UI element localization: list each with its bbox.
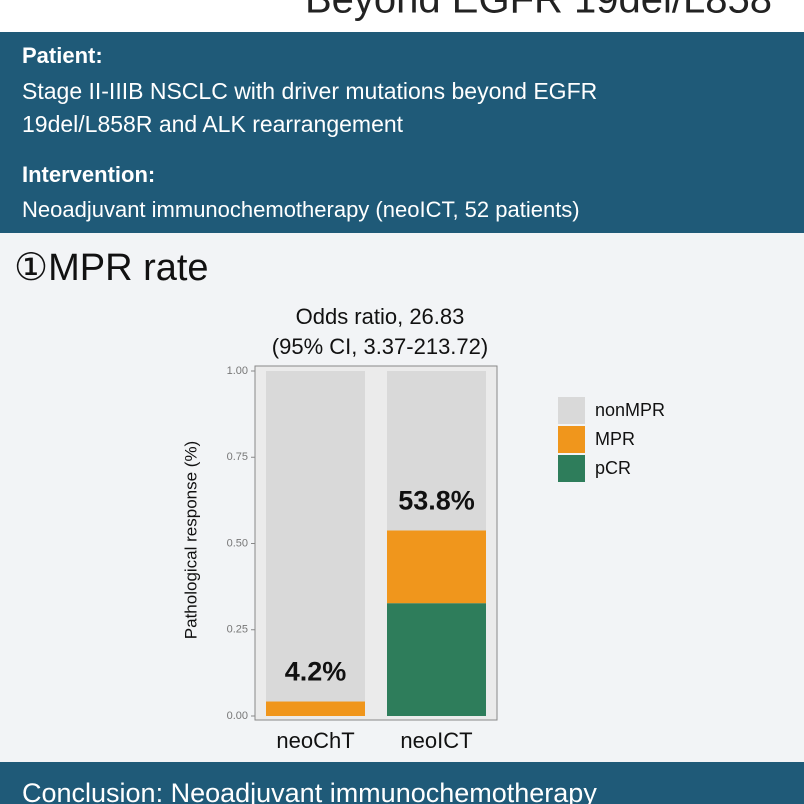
y-tick-label: 0.75	[227, 451, 248, 463]
legend-swatch	[558, 426, 585, 453]
y-tick-label: 0.00	[227, 710, 248, 722]
data-label: 4.2%	[285, 657, 347, 687]
bar-segment	[387, 530, 486, 604]
legend-label: MPR	[595, 429, 635, 449]
conclusion-band	[0, 762, 804, 804]
chart-title: (95% CI, 3.37-213.72)	[272, 334, 488, 359]
x-tick-label: neoICT	[400, 728, 472, 753]
conclusion: Conclusion: Neoadjuvant immunochemothera…	[22, 778, 597, 804]
patient-line: Stage II-IIIB NSCLC with driver mutation…	[22, 78, 597, 104]
x-tick-label: neoChT	[276, 728, 354, 753]
bar-segment	[266, 371, 365, 702]
patient-label: Patient:	[22, 43, 103, 68]
section-title: ①MPR rate	[14, 247, 209, 289]
bar-segment	[266, 701, 365, 716]
legend-label: pCR	[595, 458, 631, 478]
y-tick-label: 0.25	[227, 624, 248, 636]
y-tick-label: 1.00	[227, 365, 248, 377]
intervention-label: Intervention:	[22, 162, 155, 187]
info-box	[0, 32, 804, 233]
legend-swatch	[558, 455, 585, 482]
legend-swatch	[558, 397, 585, 424]
bar-segment	[387, 371, 486, 531]
slide-title: Beyond EGFR 19del/L858	[305, 0, 772, 22]
legend-label: nonMPR	[595, 400, 665, 420]
y-axis-label: Pathological response (%)	[181, 441, 200, 639]
data-label: 53.8%	[398, 486, 475, 516]
y-tick-label: 0.50	[227, 537, 248, 549]
chart-title: Odds ratio, 26.83	[296, 304, 465, 329]
intervention-text: Neoadjuvant immunochemotherapy (neoICT, …	[22, 197, 580, 222]
patient-line: 19del/L858R and ALK rearrangement	[22, 111, 404, 137]
bar-segment	[387, 603, 486, 716]
title-band	[0, 0, 804, 32]
